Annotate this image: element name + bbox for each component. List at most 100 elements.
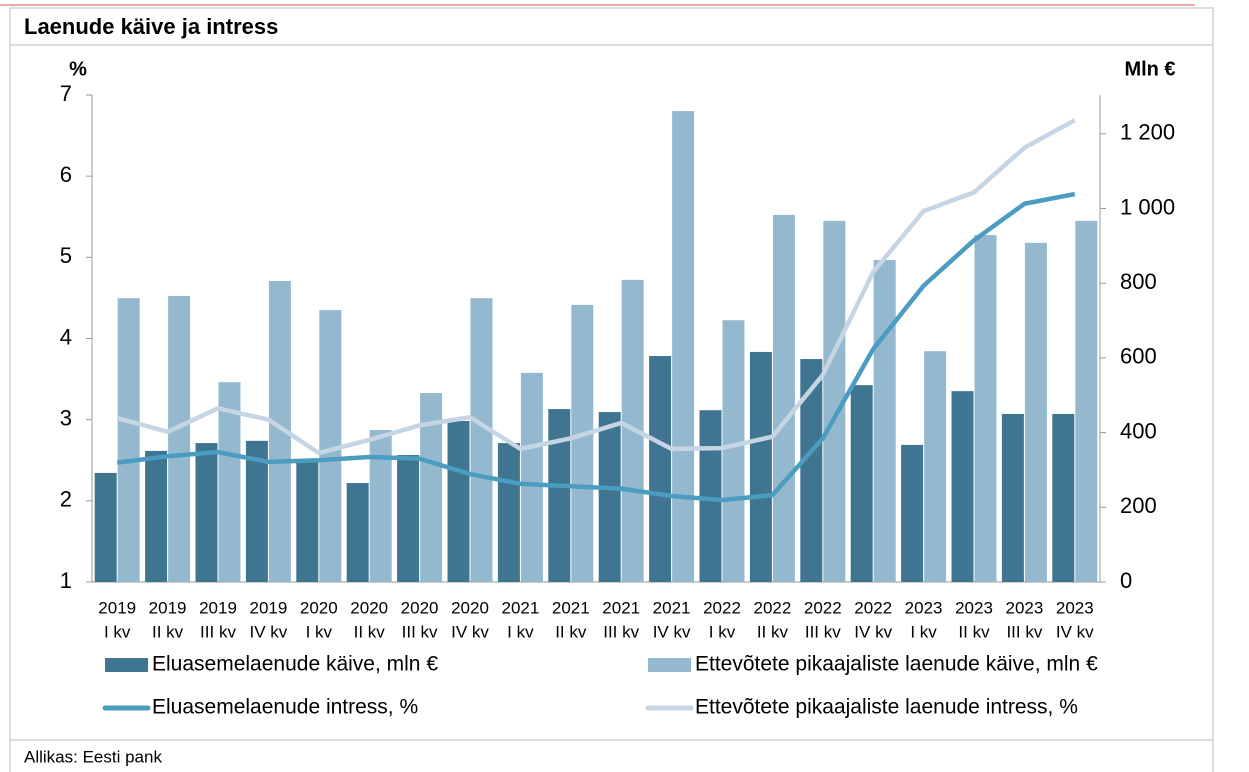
x-tick-label: 2019: [149, 598, 187, 617]
bar: [548, 409, 571, 582]
x-tick-label: II kv: [354, 622, 386, 641]
bar: [520, 372, 543, 582]
bar: [598, 412, 621, 582]
bar: [951, 391, 974, 582]
x-tick-label: III kv: [200, 622, 236, 641]
bar: [749, 351, 772, 582]
line-series: [116, 191, 1076, 503]
bar: [420, 393, 443, 582]
bar: [195, 443, 218, 582]
bar: [873, 260, 896, 582]
x-tick-label: 2022: [804, 598, 842, 617]
x-tick-label: II kv: [958, 622, 990, 641]
x-tick-label: 2021: [552, 598, 590, 617]
chart-title: Laenude käive ja intress: [24, 14, 278, 39]
bar: [397, 455, 420, 582]
x-tick-label: 2023: [1056, 598, 1094, 617]
x-tick-label: 2020: [451, 598, 489, 617]
x-tick-label: I kv: [910, 622, 937, 641]
legend-label: Ettevõtete pikaajaliste laenude käive, m…: [695, 653, 1098, 676]
legend-swatch: [105, 658, 148, 672]
y2-tick-label: 1 000: [1120, 194, 1175, 219]
y-tick-label: 1: [60, 568, 72, 593]
y-tick-label: 7: [60, 81, 72, 106]
x-tick-label: I kv: [507, 622, 534, 641]
bar: [94, 472, 117, 582]
x-tick-label: III kv: [603, 622, 639, 641]
x-tick-label: I kv: [306, 622, 333, 641]
x-tick-label: I kv: [104, 622, 131, 641]
bar: [145, 450, 168, 582]
bar: [850, 385, 873, 582]
x-tick-label: 2019: [199, 598, 237, 617]
x-tick-label: 2020: [300, 598, 338, 617]
bar: [117, 298, 140, 582]
x-tick-label: II kv: [555, 622, 587, 641]
frame: [9, 7, 1214, 772]
bar: [1052, 413, 1075, 582]
bar: [1001, 413, 1024, 582]
y2-tick-label: 800: [1120, 269, 1157, 294]
bar: [571, 304, 594, 582]
legend-label: Eluasemelaenude intress, %: [152, 696, 418, 719]
bar: [649, 356, 672, 582]
x-tick-label: 2023: [1005, 598, 1043, 617]
x-tick-label: IV kv: [250, 622, 288, 641]
x-tick-label: III kv: [1006, 622, 1042, 641]
y2-tick-label: 200: [1120, 493, 1157, 518]
x-tick-label: II kv: [757, 622, 789, 641]
bar: [168, 295, 191, 582]
x-tick-label: 2019: [249, 598, 287, 617]
bar: [823, 220, 846, 582]
y-tick-label: 2: [60, 487, 72, 512]
x-tick-label: IV kv: [854, 622, 892, 641]
bar: [800, 359, 823, 582]
x-tick-label: IV kv: [451, 622, 489, 641]
x-tick-label: 2023: [905, 598, 943, 617]
x-tick-label: IV kv: [1056, 622, 1094, 641]
y2-tick-label: 1 200: [1120, 120, 1175, 145]
bar: [346, 483, 369, 582]
bar: [672, 111, 695, 582]
y-tick-label: 6: [60, 162, 72, 187]
y-tick-label: 4: [60, 324, 72, 349]
bar: [1075, 220, 1098, 582]
x-tick-label: 2022: [753, 598, 791, 617]
bar: [722, 320, 745, 582]
x-tick-label: III kv: [402, 622, 438, 641]
bar: [447, 421, 470, 582]
x-tick-label: II kv: [152, 622, 184, 641]
y-axis-label: %: [69, 58, 87, 80]
legend-label: Eluasemelaenude käive, mln €: [152, 653, 438, 676]
x-tick-label: 2020: [401, 598, 439, 617]
x-tick-label: 2021: [602, 598, 640, 617]
bar: [924, 351, 947, 582]
bar: [699, 410, 722, 582]
bar: [974, 235, 997, 582]
x-tick-label: 2021: [653, 598, 691, 617]
x-tick-label: 2022: [854, 598, 892, 617]
x-tick-label: 2020: [350, 598, 388, 617]
y2-tick-label: 0: [1120, 568, 1132, 593]
x-tick-label: IV kv: [653, 622, 691, 641]
legend-swatch: [648, 658, 691, 672]
source: Allikas: Eesti pank: [24, 747, 162, 766]
x-tick-label: 2021: [501, 598, 539, 617]
bar: [296, 459, 319, 582]
bar: [1024, 242, 1047, 582]
y-tick-label: 5: [60, 243, 72, 268]
y2-axis-label: Mln €: [1124, 58, 1175, 80]
y-tick-label: 3: [60, 405, 72, 430]
bar: [470, 298, 493, 582]
bar: [901, 444, 924, 582]
x-tick-label: 2019: [98, 598, 136, 617]
bar: [369, 429, 392, 582]
bar: [268, 280, 291, 582]
x-tick-label: I kv: [709, 622, 736, 641]
bar: [319, 310, 342, 582]
x-tick-label: 2022: [703, 598, 741, 617]
x-tick-label: III kv: [805, 622, 841, 641]
line-series: [116, 118, 1076, 456]
bar: [218, 382, 241, 582]
